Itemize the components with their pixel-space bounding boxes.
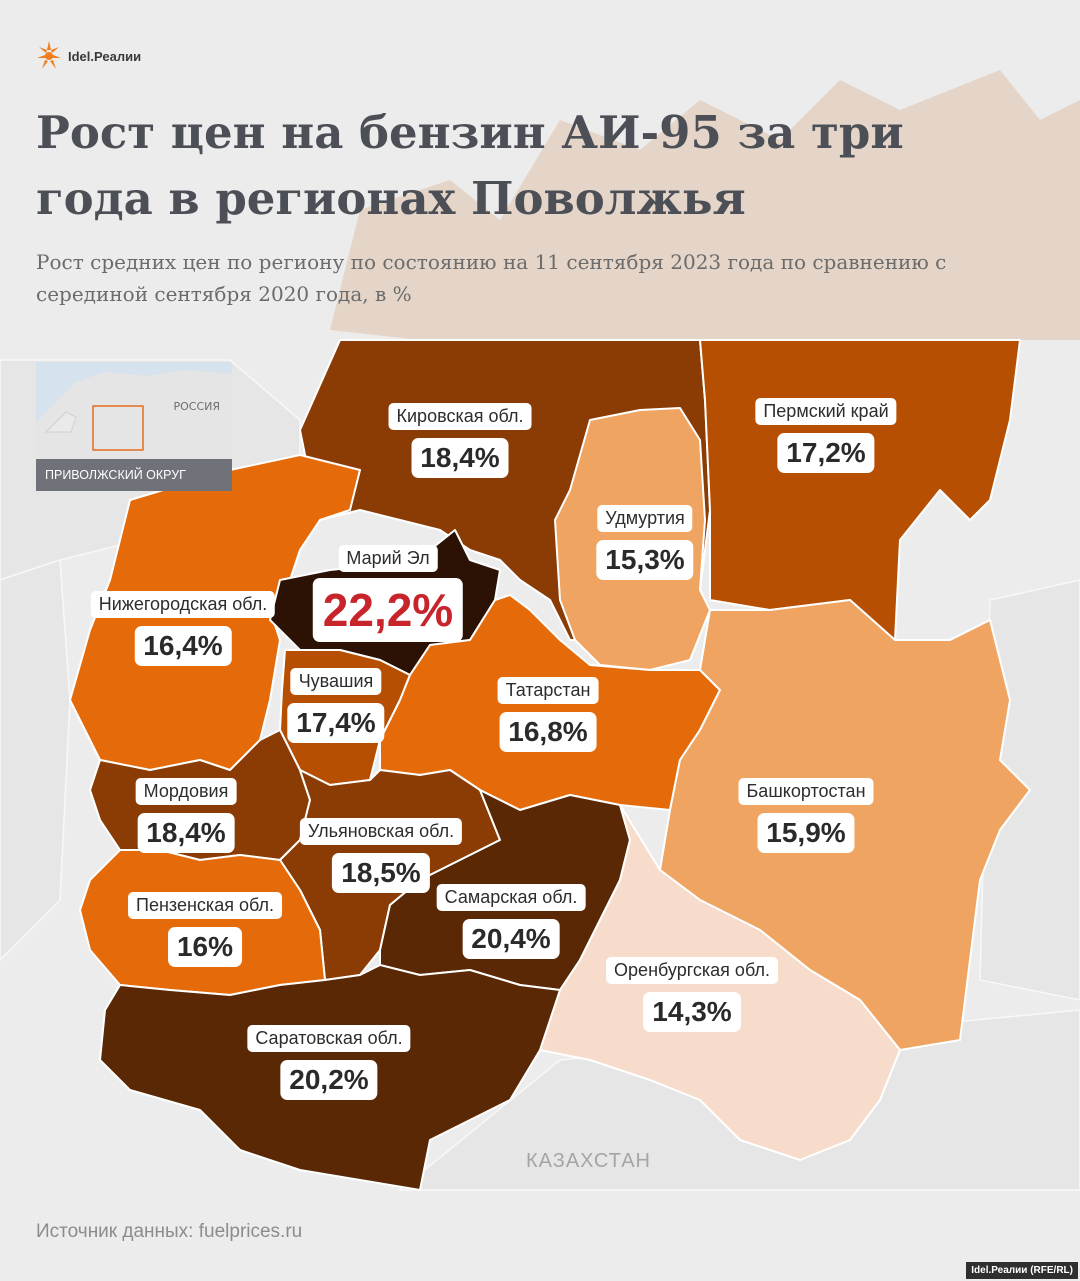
label-udmurtia: Удмуртия 15,3% <box>596 505 694 580</box>
region-name-ulyanovsk: Ульяновская обл. <box>299 818 463 845</box>
inset-district-label: ПРИВОЛЖСКИЙ ОКРУГ <box>36 459 232 491</box>
region-value-chuvashia: 17,4% <box>287 703 385 743</box>
region-name-mordovia: Мордовия <box>135 778 237 805</box>
credit-badge: Idel.Реалии (RFE/RL) <box>966 1262 1078 1279</box>
region-name-nizhny: Нижегородская обл. <box>90 591 276 618</box>
region-name-udmurtia: Удмуртия <box>597 505 693 532</box>
label-kirov: Кировская обл. 18,4% <box>388 403 532 478</box>
label-orenburg: Оренбургская обл. 14,3% <box>606 957 778 1032</box>
region-udmurtia[interactable] <box>554 407 711 671</box>
region-name-mari: Марий Эл <box>338 545 438 572</box>
label-penza: Пензенская обл. 16% <box>128 892 282 967</box>
region-name-kirov: Кировская обл. <box>388 403 532 430</box>
label-tatarstan: Татарстан 16,8% <box>497 677 599 752</box>
label-bashkortostan: Башкортостан 15,9% <box>738 778 874 853</box>
label-saratov: Саратовская обл. 20,2% <box>247 1025 411 1100</box>
label-perm: Пермский край 17,2% <box>755 398 897 473</box>
inset-map: РОССИЯ <box>36 362 232 459</box>
label-nizhny: Нижегородская обл. 16,4% <box>90 591 276 666</box>
region-value-ulyanovsk: 18,5% <box>332 853 430 893</box>
region-value-saratov: 20,2% <box>280 1060 378 1100</box>
label-mari: Марий Эл 22,2% <box>312 545 464 642</box>
region-value-nizhny: 16,4% <box>134 626 232 666</box>
region-value-bashkortostan: 15,9% <box>757 813 855 853</box>
region-value-penza: 16% <box>167 927 243 967</box>
region-value-kirov: 18,4% <box>411 438 509 478</box>
region-value-mari: 22,2% <box>312 578 464 642</box>
region-value-udmurtia: 15,3% <box>596 540 694 580</box>
region-value-samara: 20,4% <box>462 919 560 959</box>
region-name-perm: Пермский край <box>755 398 897 425</box>
label-kazakhstan: КАЗАХСТАН <box>526 1150 651 1172</box>
inset-russia-map <box>36 362 232 459</box>
label-samara: Самарская обл. 20,4% <box>436 884 586 959</box>
page-title: Рост цен на бензин АИ-95 за три года в р… <box>36 106 904 225</box>
region-penza[interactable] <box>79 849 326 996</box>
brand-name: Idel.Реалии <box>68 48 142 64</box>
brand-logo[interactable]: Idel.Реалии <box>36 38 141 74</box>
region-name-penza: Пензенская обл. <box>128 892 282 919</box>
label-mordovia: Мордовия 18,4% <box>135 778 237 853</box>
region-name-tatarstan: Татарстан <box>497 677 599 704</box>
region-value-tatarstan: 16,8% <box>499 712 597 752</box>
label-ulyanovsk: Ульяновская обл. 18,5% <box>299 818 463 893</box>
region-value-perm: 17,2% <box>777 433 875 473</box>
page-subtitle: Рост средних цен по региону по состоянию… <box>36 250 947 306</box>
source-note: Источник данных: fuelprices.ru <box>36 1221 303 1242</box>
northern-silhouette <box>330 70 1080 340</box>
locator-inset: РОССИЯ ПРИВОЛЖСКИЙ ОКРУГ <box>36 362 232 491</box>
region-name-samara: Самарская обл. <box>436 884 586 911</box>
region-name-saratov: Саратовская обл. <box>247 1025 411 1052</box>
inset-label-russia: РОССИЯ <box>173 400 220 413</box>
region-name-chuvashia: Чувашия <box>290 668 382 695</box>
region-name-orenburg: Оренбургская обл. <box>606 957 778 984</box>
sunburst-icon <box>37 41 61 69</box>
region-name-bashkortostan: Башкортостан <box>738 778 874 805</box>
region-value-orenburg: 14,3% <box>643 992 741 1032</box>
region-value-mordovia: 18,4% <box>137 813 235 853</box>
region-perm[interactable] <box>699 339 1021 641</box>
label-chuvashia: Чувашия 17,4% <box>287 668 385 743</box>
